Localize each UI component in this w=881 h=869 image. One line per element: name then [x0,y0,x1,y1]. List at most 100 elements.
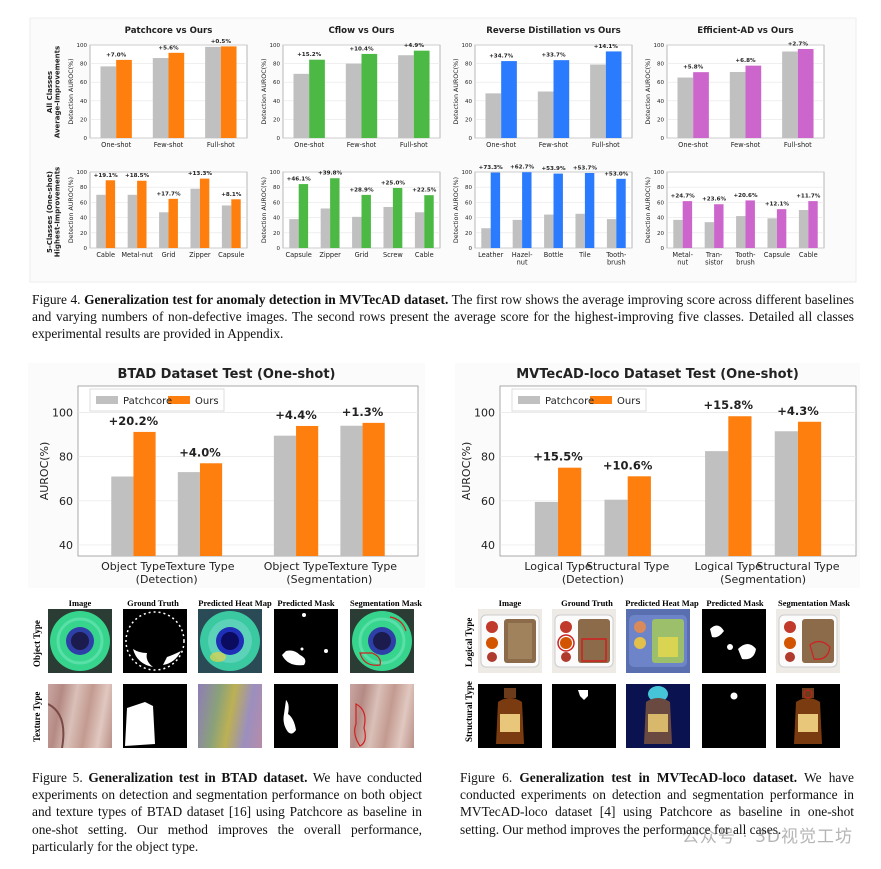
y-tick-label: 20 [465,117,472,123]
chart-title: MVTecAD-loco Dataset Test (One-shot) [516,367,799,382]
y-tick-label: 80 [80,62,87,68]
x-tick-label: Leather [478,251,503,259]
ours-bar [116,59,132,138]
y-axis-label: Detection AUROC(%) [453,177,460,243]
y-tick-label: 60 [465,200,472,206]
x-tick-label: Structural Type [756,560,839,573]
btad-texture-ground-truth [123,684,187,748]
improvement-label: +19.1% [94,173,118,179]
col-header-ground-truth: Ground Truth [561,598,613,608]
y-axis-label: Detection AUROC(%) [68,177,75,243]
improvement-label: +62.7% [510,165,534,171]
improvement-label: +4.0% [179,445,221,459]
y-axis-label: AUROC(%) [38,442,51,501]
y-tick-label: 0 [277,136,281,142]
legend-swatch-ours [590,396,612,404]
improvement-label: +12.1% [765,202,789,208]
group-label-segmentation: (Segmentation) [720,573,806,586]
ours-bar [220,46,237,138]
x-tick-label: Tooth-brush [734,251,756,266]
improvement-label: +73.3% [479,165,503,171]
btad-texture-heatmap [198,684,262,748]
improvement-label: +34.7% [489,54,513,60]
chart-title: Reverse Distillation vs Ours [486,26,621,36]
improvement-label: +8.1% [221,192,242,198]
x-tick-label: Full-shot [784,141,812,149]
baseline-bar [96,194,106,248]
y-axis-label: Detection AUROC(%) [261,58,268,124]
legend-box [511,388,647,412]
y-tick-label: 20 [80,231,87,237]
col-header-ground-truth: Ground Truth [127,598,179,608]
y-tick-label: 80 [465,62,472,68]
group-label-detection: (Detection) [136,573,198,586]
x-tick-label: Few-shot [154,141,184,149]
legend-label-ours: Ours [195,396,219,407]
y-tick-label: 40 [465,216,472,222]
ours-bar [501,61,517,138]
group-label-segmentation: (Segmentation) [286,573,372,586]
x-tick-label: Texture Type [327,560,397,573]
improvement-label: +22.5% [412,188,436,194]
improvement-label: +15.2% [297,52,321,58]
baseline-bar [606,219,617,248]
x-tick-label: Zipper [319,251,341,259]
ours-bar [797,421,822,556]
baseline-bar [512,219,523,248]
x-tick-label: Object Type [101,560,166,573]
x-tick-label: Grid [355,251,369,259]
ours-bar [745,65,762,138]
improvement-label: +5.8% [683,65,704,71]
col-header-heatmap: Predicted Heat Map [625,598,699,608]
ours-bar [490,172,501,248]
baseline-bar [575,213,585,248]
y-tick-label: 60 [59,495,73,508]
col-header-segmentation-mask: Segmentation Mask [777,598,850,608]
baseline-bar [289,219,299,248]
ours-bar [424,195,434,248]
y-tick-label: 40 [273,99,280,105]
x-tick-label: One-shot [294,141,324,149]
ours-bar [168,198,178,248]
improvement-label: +13.3% [188,171,212,177]
baseline-bar [782,51,798,139]
legend-swatch-ours [168,396,190,404]
ours-bar [797,48,814,138]
baseline-bar [736,216,746,248]
patchcore-bar [111,476,134,556]
ours-bar [298,184,309,248]
btad-texture-predicted-mask [274,684,338,748]
baseline-bar [590,64,606,138]
x-tick-label: Structural Type [586,560,669,573]
y-tick-label: 40 [80,216,87,222]
btad-texture-image [48,684,112,748]
chart-title: Cflow vs Ours [329,26,395,36]
baseline-bar [481,228,491,248]
baseline-bar [205,46,221,138]
ours-bar [627,476,651,556]
y-axis-label: Detection AUROC(%) [645,58,652,124]
y-tick-label: 0 [469,136,473,142]
baseline-bar [398,55,414,139]
improvement-label: +18.5% [125,173,149,179]
x-tick-label: Screw [383,251,403,259]
row-label-average: All ClassesAverage-Improvements [46,46,62,138]
improvement-label: +15.5% [533,450,583,464]
x-tick-label: Few-shot [731,141,761,149]
btad-image-grid: Image Ground Truth Predicted Heat Map Pr… [28,595,428,755]
y-tick-label: 60 [657,200,664,206]
y-tick-label: 100 [462,43,473,49]
y-tick-label: 60 [273,200,280,206]
baseline-bar [383,206,393,248]
patchcore-bar [705,451,729,556]
improvement-label: +33.7% [541,53,565,59]
ours-bar [361,53,378,138]
ours-bar [392,187,403,248]
baseline-bar [537,91,554,138]
y-tick-label: 60 [657,80,664,86]
y-tick-label: 60 [481,495,495,508]
y-tick-label: 60 [465,80,472,86]
col-header-segmentation-mask: Segmentation Mask [349,598,422,608]
x-tick-label: Cable [415,251,434,259]
ours-bar [413,50,430,138]
